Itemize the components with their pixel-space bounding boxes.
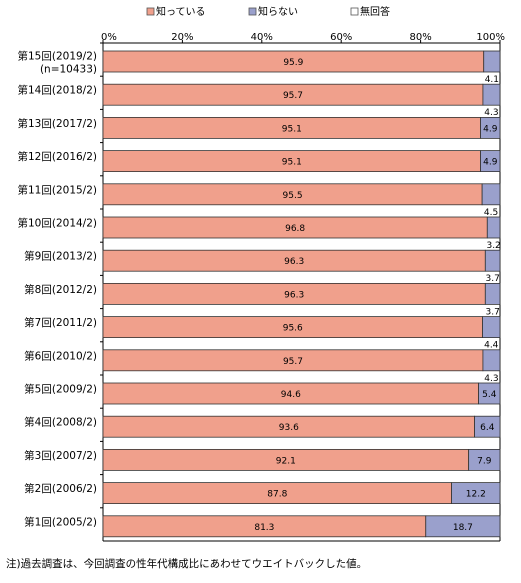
data-label: 94.6 (281, 390, 301, 400)
data-label: 95.1 (282, 124, 302, 134)
data-label: 95.7 (283, 91, 303, 101)
x-tick-label: 100% (476, 32, 505, 43)
x-tick-label: 0% (101, 32, 117, 43)
bar-segment (482, 83, 501, 106)
category-label: 第3回(2007/2) (24, 449, 97, 462)
category-label: 第10回(2014/2) (18, 217, 98, 230)
data-label: 95.6 (283, 324, 303, 334)
data-label: 4.3 (484, 108, 498, 118)
bar-segment (480, 117, 501, 139)
data-label: 4.5 (484, 208, 498, 218)
category-label: 第6回(2010/2) (24, 349, 97, 362)
category-label: 第8回(2012/2) (24, 283, 97, 296)
data-label: 95.9 (283, 58, 303, 68)
bar-segment (478, 382, 501, 405)
data-label: 4.9 (483, 124, 498, 134)
data-label: 81.3 (254, 523, 274, 533)
data-label: 7.9 (477, 456, 492, 466)
data-label: 93.6 (279, 423, 299, 433)
footnote: 注)過去調査は、今回調査の性年代構成比にあわせてウエイトバックした値。 (6, 558, 368, 570)
legend-swatch (350, 7, 359, 16)
data-label: 96.3 (284, 290, 304, 300)
bar-segment (480, 150, 501, 173)
legend-swatch (248, 7, 257, 16)
data-label: 96.8 (285, 224, 305, 234)
data-labels: 95.9 4.1 95.7 4.3 95.1 4.9 95.1 4.9 95.5 4.5 96.8 3… (254, 58, 500, 533)
bar-segment (451, 482, 501, 505)
data-label: 3.7 (485, 274, 499, 284)
category-label: 第13回(2017/2) (18, 117, 98, 130)
category-label: 第4回(2008/2) (24, 416, 97, 429)
bar-segment (482, 349, 501, 372)
x-tick-label: 20% (171, 32, 193, 43)
x-tick-label: 80% (409, 32, 431, 43)
category-label: 第11回(2015/2) (18, 183, 98, 196)
data-label: 6.4 (480, 423, 495, 433)
bar-segment (468, 448, 501, 471)
legend: 知っている 知らない 無回答 (146, 5, 390, 18)
bar-segment (483, 50, 501, 73)
bar-segment (481, 183, 501, 206)
data-label: 4.4 (484, 341, 499, 351)
category-label: (n=10433) (40, 64, 97, 76)
data-label: 95.1 (282, 158, 302, 168)
data-label: 96.3 (284, 257, 304, 267)
bar-segment (482, 316, 501, 339)
bar-segment (474, 415, 501, 438)
data-label: 87.8 (267, 490, 287, 500)
legend-label: 無回答 (360, 5, 390, 18)
data-label: 4.9 (483, 158, 498, 168)
data-label: 92.1 (276, 456, 296, 466)
category-label: 第1回(2005/2) (24, 515, 97, 528)
bars (102, 50, 501, 538)
bar-segment (484, 249, 501, 272)
data-label: 95.7 (283, 357, 303, 367)
category-label: 第12回(2016/2) (18, 150, 98, 163)
data-label: 3.7 (485, 307, 499, 317)
legend-swatch (146, 7, 155, 16)
category-label: 第2回(2006/2) (24, 482, 97, 495)
data-label: 12.2 (466, 490, 486, 500)
data-label: 5.4 (482, 390, 497, 400)
bar-segment (425, 515, 501, 538)
legend-label: 知らない (258, 5, 298, 18)
data-label: 3.2 (486, 241, 500, 251)
category-label: 第15回(2019/2) (18, 50, 98, 63)
bar-segment (486, 216, 501, 239)
category-label: 第14回(2018/2) (18, 84, 98, 97)
x-tick-label: 40% (251, 32, 273, 43)
data-label: 95.5 (283, 191, 303, 201)
x-tick-label: 60% (330, 32, 352, 43)
bar-segment (484, 282, 501, 305)
data-label: 4.3 (484, 374, 498, 384)
category-label: 第5回(2009/2) (24, 383, 97, 396)
data-label: 18.7 (453, 523, 473, 533)
legend-label: 知っている (156, 5, 206, 18)
category-label: 第7回(2011/2) (24, 316, 97, 329)
data-label: 4.1 (485, 75, 499, 85)
category-label: 第9回(2013/2) (24, 250, 97, 263)
y-axis: 第15回(2019/2)(n=10433) 第14回(2018/2) 第13回(20… (18, 42, 103, 528)
